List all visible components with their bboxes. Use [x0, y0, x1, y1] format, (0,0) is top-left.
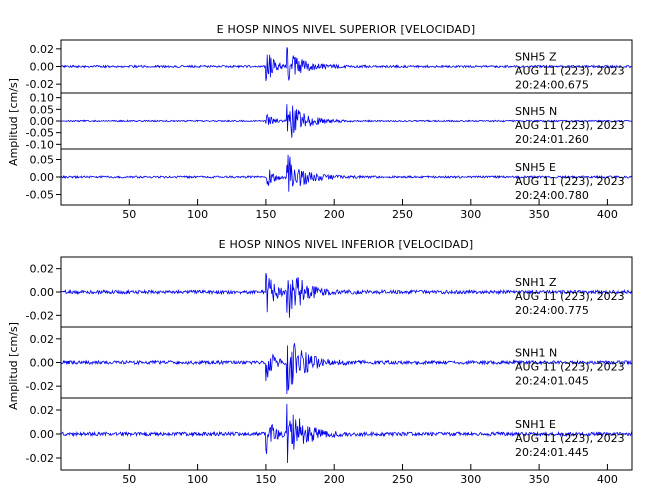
trace-date-label: AUG 11 (223), 2023	[515, 290, 625, 303]
ytick-label: 0.02	[30, 43, 55, 56]
trace-station-label: SNH1 Z	[515, 276, 557, 289]
ytick-label: -0.02	[26, 78, 54, 91]
trace-line	[60, 403, 633, 464]
xtick-label: 250	[392, 208, 413, 221]
trace-station-label: SNH5 E	[515, 161, 556, 174]
xtick-label: 100	[187, 473, 208, 486]
trace-station-label: SNH1 N	[515, 347, 557, 360]
trace-time-label: 20:24:01.260	[515, 133, 589, 146]
ytick-label: 0.10	[30, 92, 55, 105]
xtick-label: 300	[460, 208, 481, 221]
xtick-label: 350	[529, 473, 550, 486]
xaxis-inferior: 50 100 150 200 250 300 350 400	[122, 464, 618, 486]
xtick-label: 100	[187, 208, 208, 221]
xtick-label: 400	[597, 208, 618, 221]
trace-line	[60, 154, 633, 192]
ytick-label: 0.05	[30, 154, 55, 167]
ytick-label: -0.02	[26, 452, 54, 465]
trace-date-label: AUG 11 (223), 2023	[515, 119, 625, 132]
ytick-label: 0.02	[30, 333, 55, 346]
trace-date-label: AUG 11 (223), 2023	[515, 175, 625, 188]
xtick-label: 150	[255, 473, 276, 486]
xtick-label: 200	[324, 473, 345, 486]
trace-station-label: SNH5 N	[515, 105, 557, 118]
ytick-label: 0.02	[30, 263, 55, 276]
trace-line	[60, 272, 633, 318]
ytick-label: 0.00	[30, 61, 55, 74]
trace-time-label: 20:24:00.780	[515, 189, 589, 202]
trace-line	[60, 104, 633, 138]
ytick-label: -0.02	[26, 380, 54, 393]
trace-time-label: 20:24:00.775	[515, 304, 589, 317]
trace-date-label: AUG 11 (223), 2023	[515, 361, 625, 374]
xtick-label: 300	[460, 473, 481, 486]
trace-station-label: SNH1 E	[515, 418, 556, 431]
trace-station-label: SNH5 Z	[515, 51, 557, 64]
ytick-label: -0.05	[26, 127, 54, 140]
ytick-label: -0.02	[26, 309, 54, 322]
xtick-label: 250	[392, 473, 413, 486]
ytick-label: 0.02	[30, 404, 55, 417]
title-inferior: E HOSP NINOS NIVEL INFERIOR [VELOCIDAD]	[219, 238, 474, 251]
xtick-label: 200	[324, 208, 345, 221]
ylabel-superior: Amplitud [cm/s]	[7, 78, 20, 166]
trace-time-label: 20:24:01.045	[515, 375, 589, 388]
ytick-label: 0.00	[30, 286, 55, 299]
trace-time-label: 20:24:00.675	[515, 79, 589, 92]
trace-date-label: AUG 11 (223), 2023	[515, 432, 625, 445]
ytick-label: 0.05	[30, 103, 55, 116]
ytick-label: -0.05	[26, 189, 54, 202]
xtick-label: 400	[597, 473, 618, 486]
title-superior: E HOSP NINOS NIVEL SUPERIOR [VELOCIDAD]	[217, 23, 476, 36]
ytick-label: 0.00	[30, 428, 55, 441]
trace-date-label: AUG 11 (223), 2023	[515, 65, 625, 78]
ytick-label: 0.00	[30, 115, 55, 128]
xaxis-superior: 50 100 150 200 250 300 350 400	[122, 199, 618, 221]
trace-line	[60, 343, 633, 395]
xtick-label: 50	[122, 473, 136, 486]
trace-line	[60, 47, 633, 82]
xtick-label: 150	[255, 208, 276, 221]
xtick-label: 350	[529, 208, 550, 221]
ytick-label: -0.10	[26, 138, 54, 151]
ylabel-inferior: Amplitud [cm/s]	[7, 322, 20, 410]
ytick-label: 0.00	[30, 171, 55, 184]
ytick-label: 0.00	[30, 357, 55, 370]
figure-superior: E HOSP NINOS NIVEL SUPERIOR [VELOCIDAD] …	[7, 23, 633, 221]
xtick-label: 50	[122, 208, 136, 221]
trace-time-label: 20:24:01.445	[515, 446, 589, 459]
figure-inferior: E HOSP NINOS NIVEL INFERIOR [VELOCIDAD] …	[7, 238, 633, 486]
